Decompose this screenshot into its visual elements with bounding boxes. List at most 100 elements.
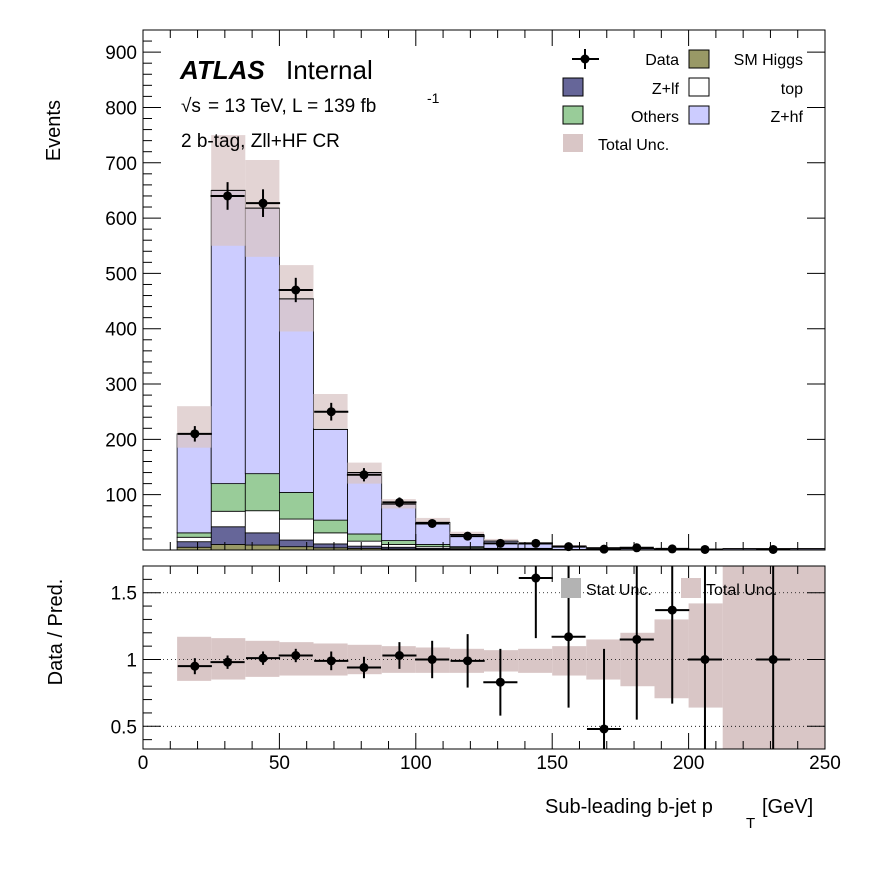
bar-others <box>176 532 212 538</box>
region-label: 2 b-tag, Zll+HF CR <box>181 131 340 152</box>
bar-z-hf <box>176 433 212 534</box>
ratio-point <box>463 656 473 666</box>
ratio-point <box>768 655 778 665</box>
main-y-tick-label: 900 <box>105 43 137 64</box>
bar-others <box>313 519 348 534</box>
ratio-y-tick-label: 1 <box>126 651 137 672</box>
ratio-frame <box>142 565 826 750</box>
ratio-point <box>291 650 301 660</box>
data-point <box>394 497 404 507</box>
legend-data-label: Data <box>645 52 679 69</box>
x-tick-label: 0 <box>138 753 149 774</box>
data-point <box>291 285 301 295</box>
ratio-point <box>359 663 369 673</box>
ratio-legend-stat-swatch <box>561 578 581 598</box>
bar-others <box>278 492 314 520</box>
data-point <box>463 531 473 541</box>
data-point <box>326 407 336 417</box>
legend-top-label: top <box>781 81 803 98</box>
ratio-point <box>427 655 437 665</box>
ratio-point <box>667 605 677 615</box>
bar-top <box>210 510 246 528</box>
legend-sm-higgs-label: SM Higgs <box>734 52 803 69</box>
data-point <box>223 191 233 201</box>
ratio-point <box>394 650 404 660</box>
legend-total-unc-swatch <box>563 134 583 152</box>
main-y-axis-title: Events <box>43 100 65 161</box>
data-point <box>258 198 268 208</box>
main-y-tick-label: 200 <box>105 430 137 451</box>
main-y-tick-label: 100 <box>105 486 137 507</box>
bar-z-lf <box>176 541 212 548</box>
ratio-total-unc-bin <box>518 648 553 673</box>
bar-z-lf <box>313 543 348 549</box>
legend-top-swatch <box>688 77 710 97</box>
atlas-label: ATLAS <box>179 55 265 85</box>
bar-top <box>278 518 314 541</box>
ratio-legend-stat-label: Stat Unc. <box>586 582 652 599</box>
ratio-y-axis-title: Data / Pred. <box>45 579 67 686</box>
legend-z-hf-swatch <box>688 105 710 125</box>
bar-others <box>381 540 417 545</box>
data-point <box>359 470 369 480</box>
data-point <box>667 544 677 554</box>
ratio-y-tick-label: 0.5 <box>111 717 137 738</box>
main-y-tick-label: 600 <box>105 209 137 230</box>
bar-z-hf <box>313 429 348 521</box>
ratio-legend-total-swatch <box>681 578 701 598</box>
x-tick-label: 150 <box>536 753 568 774</box>
main-frame <box>142 29 826 551</box>
bar-z-hf <box>381 503 417 541</box>
legend-z-lf-swatch <box>562 77 584 97</box>
legend-data-marker <box>580 54 590 64</box>
bar-z-lf <box>244 532 280 546</box>
ratio-point <box>223 657 233 667</box>
bar-top <box>176 536 212 543</box>
x-tick-label: 250 <box>809 753 841 774</box>
bar-sm-higgs <box>244 544 280 551</box>
ratio-legend-total-label: Total Unc. <box>706 582 777 599</box>
energy-sqrt-label: √s <box>181 96 201 117</box>
ratio-point <box>258 653 268 663</box>
x-tick-label: 100 <box>400 753 432 774</box>
atlas-internal-label: Internal <box>286 55 373 85</box>
x-tick-label: 200 <box>673 753 705 774</box>
legend-z-hf-label: Z+hf <box>771 109 804 126</box>
legend-z-lf-label: Z+lf <box>652 81 680 98</box>
ratio-point <box>700 655 710 665</box>
bar-sm-higgs <box>210 544 246 551</box>
legend-others-label: Others <box>631 109 679 126</box>
ratio-point <box>190 661 200 671</box>
bar-top <box>244 510 280 534</box>
main-y-tick-label: 700 <box>105 154 137 175</box>
legend-others-swatch <box>562 105 584 125</box>
bar-top <box>347 540 383 547</box>
main-y-tick-label: 500 <box>105 264 137 285</box>
legend: Data SM Higgs Z+lf top Others Z+hf Total… <box>562 49 804 154</box>
bar-z-lf <box>210 526 246 545</box>
energy-lumi-label: = 13 TeV, L = 139 fb <box>208 96 376 117</box>
bar-others <box>347 533 383 542</box>
main-y-tick-label: 400 <box>105 320 137 341</box>
legend-total-unc-label: Total Unc. <box>598 137 669 154</box>
x-axis-title-unit: [GeV] <box>762 796 813 818</box>
ratio-point <box>531 573 541 583</box>
x-tick-label: 50 <box>269 753 290 774</box>
data-point <box>427 518 437 528</box>
main-y-tick-label: 800 <box>105 98 137 119</box>
ratio-point <box>599 724 609 734</box>
ratio-point <box>632 634 642 644</box>
main-y-tick-label: 300 <box>105 375 137 396</box>
bar-others <box>210 483 246 512</box>
ratio-point <box>326 656 336 666</box>
x-axis-title: Sub-leading b-jet p <box>545 796 713 818</box>
bar-top <box>313 532 348 545</box>
data-point <box>531 538 541 548</box>
bar-others <box>244 473 280 512</box>
data-point <box>190 429 200 439</box>
x-axis-title-subscript: T <box>746 815 755 832</box>
main-panel: 100 200 300 400 500 600 700 800 900 <box>105 29 826 554</box>
lumi-exponent: -1 <box>427 90 440 106</box>
bar-top <box>381 544 417 548</box>
